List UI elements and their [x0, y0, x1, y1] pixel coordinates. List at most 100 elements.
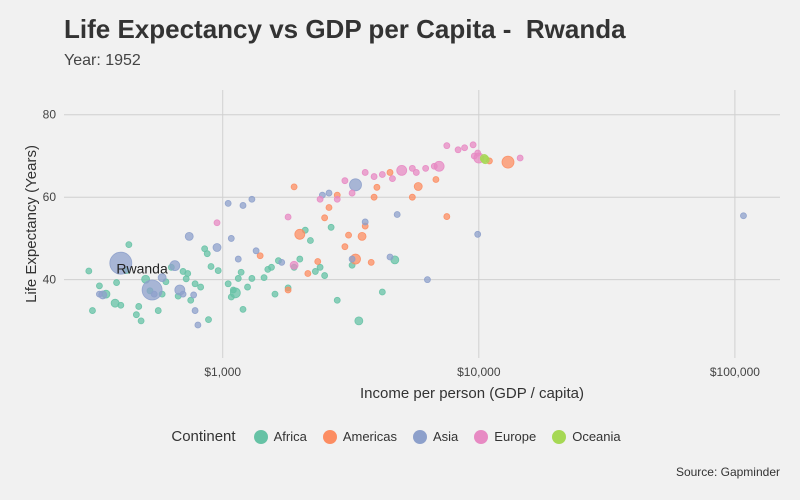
point-americas	[413, 182, 423, 191]
point-africa	[316, 263, 324, 271]
y-tick-label: 40	[43, 273, 57, 287]
point-africa	[191, 280, 199, 288]
point-africa	[125, 241, 133, 249]
point-africa	[229, 287, 241, 299]
point-africa	[268, 263, 275, 271]
legend-swatch-oceania	[552, 429, 567, 444]
legend-label-americas: Americas	[342, 429, 397, 444]
point-africa	[132, 311, 140, 319]
point-africa	[184, 270, 192, 277]
point-africa	[207, 263, 215, 270]
point-africa	[113, 279, 120, 286]
legend-item-europe: Europe	[474, 429, 536, 444]
point-europe	[422, 164, 430, 172]
y-axis-title: Life Expectancy (Years)	[23, 145, 40, 303]
point-africa	[96, 282, 103, 290]
point-asia	[194, 321, 202, 329]
point-asia	[141, 279, 163, 301]
point-asia	[191, 307, 199, 314]
legend-title: Continent	[171, 428, 236, 445]
point-africa	[244, 283, 251, 291]
point-africa	[296, 255, 304, 263]
point-americas	[314, 258, 322, 265]
legend-item-oceania: Oceania	[552, 429, 621, 444]
legend-item-americas: Americas	[322, 429, 397, 444]
point-europe	[469, 141, 477, 149]
point-europe	[433, 160, 445, 172]
point-africa	[307, 237, 314, 244]
point-asia	[227, 235, 235, 242]
x-tick-label: $1,000	[204, 365, 241, 379]
point-asia	[234, 255, 242, 263]
point-americas	[321, 214, 329, 222]
point-asia	[348, 255, 356, 263]
y-tick-label: 80	[43, 108, 57, 122]
x-axis-title: Income per person (GDP / capita)	[360, 385, 584, 402]
legend: Continent Africa Americas Asia Europe Oc…	[0, 428, 800, 445]
point-asia	[157, 273, 167, 283]
point-asia	[184, 231, 194, 241]
point-asia	[393, 211, 401, 218]
point-asia	[224, 199, 232, 207]
point-africa	[260, 274, 268, 282]
chart-title: Life Expectancy vs GDP per Capita - Rwan…	[64, 14, 626, 44]
point-asia	[239, 202, 247, 209]
legend-swatch-africa	[253, 429, 268, 444]
data-points	[85, 141, 747, 329]
legend-item-asia: Asia	[413, 429, 458, 444]
point-americas	[370, 193, 378, 201]
point-europe	[316, 195, 324, 203]
point-asia	[190, 291, 198, 299]
point-africa	[154, 307, 162, 314]
point-asia	[325, 189, 333, 197]
point-africa	[187, 296, 195, 304]
point-africa	[354, 316, 364, 326]
point-americas	[345, 231, 352, 239]
point-europe	[361, 169, 369, 176]
point-asia	[98, 290, 108, 300]
highlight-label: Rwanda	[116, 261, 168, 277]
point-americas	[284, 286, 292, 294]
legend-label-africa: Africa	[273, 429, 307, 444]
point-africa	[214, 267, 222, 274]
point-africa	[271, 290, 279, 298]
point-africa	[248, 275, 256, 282]
point-europe	[378, 171, 386, 178]
chart-subtitle: Year: 1952	[64, 52, 141, 69]
point-americas	[290, 183, 298, 191]
point-asia	[179, 290, 187, 298]
point-europe	[516, 154, 524, 162]
point-africa	[327, 223, 335, 231]
point-asia	[109, 251, 133, 275]
point-africa	[135, 303, 143, 310]
point-asia	[740, 212, 747, 220]
point-europe	[461, 144, 468, 152]
point-americas	[357, 231, 367, 241]
point-asia	[248, 195, 256, 203]
point-europe	[408, 164, 416, 172]
point-americas	[325, 204, 333, 211]
annotation-layer: Rwanda	[116, 261, 168, 277]
point-oceania	[480, 155, 490, 165]
legend-label-asia: Asia	[433, 429, 459, 444]
point-europe	[443, 142, 451, 150]
point-europe	[333, 195, 341, 203]
point-americas	[341, 243, 349, 251]
point-africa	[239, 305, 247, 313]
point-europe	[412, 169, 420, 176]
point-americas	[408, 193, 416, 201]
point-europe	[370, 173, 378, 180]
point-asia	[386, 253, 394, 261]
point-africa	[203, 250, 211, 258]
legend-label-oceania: Oceania	[572, 429, 621, 444]
point-africa	[85, 267, 93, 275]
point-europe	[396, 164, 408, 176]
point-americas	[367, 258, 375, 266]
legend-swatch-europe	[474, 429, 489, 444]
point-europe	[289, 260, 299, 270]
point-americas	[432, 176, 440, 183]
point-africa	[378, 288, 386, 296]
point-americas	[304, 270, 312, 277]
source-caption: Source: Gapminder	[675, 465, 780, 479]
